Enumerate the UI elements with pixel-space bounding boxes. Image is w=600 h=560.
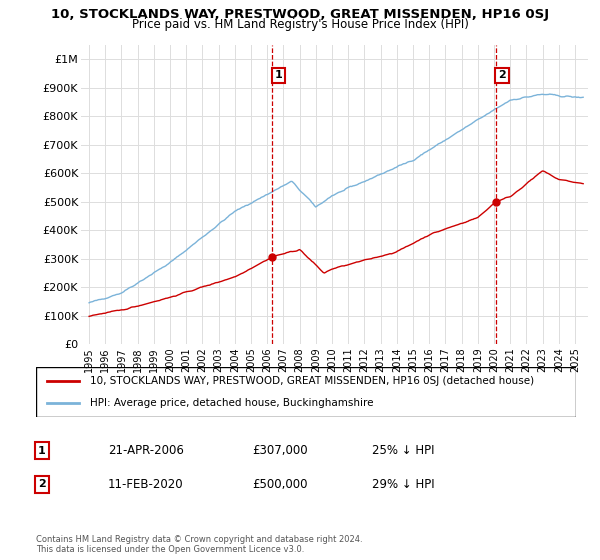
Text: Contains HM Land Registry data © Crown copyright and database right 2024.
This d: Contains HM Land Registry data © Crown c… (36, 535, 362, 554)
Text: £500,000: £500,000 (252, 478, 308, 491)
Text: 21-APR-2006: 21-APR-2006 (108, 444, 184, 458)
Text: HPI: Average price, detached house, Buckinghamshire: HPI: Average price, detached house, Buck… (90, 398, 373, 408)
Text: 10, STOCKLANDS WAY, PRESTWOOD, GREAT MISSENDEN, HP16 0SJ (detached house): 10, STOCKLANDS WAY, PRESTWOOD, GREAT MIS… (90, 376, 534, 386)
Text: 11-FEB-2020: 11-FEB-2020 (108, 478, 184, 491)
Text: Price paid vs. HM Land Registry's House Price Index (HPI): Price paid vs. HM Land Registry's House … (131, 18, 469, 31)
Text: 1: 1 (38, 446, 46, 456)
Text: 2: 2 (498, 71, 506, 81)
Text: 10, STOCKLANDS WAY, PRESTWOOD, GREAT MISSENDEN, HP16 0SJ: 10, STOCKLANDS WAY, PRESTWOOD, GREAT MIS… (51, 8, 549, 21)
Text: 25% ↓ HPI: 25% ↓ HPI (372, 444, 434, 458)
Text: 2: 2 (38, 479, 46, 489)
Text: 1: 1 (275, 71, 283, 81)
Text: £307,000: £307,000 (252, 444, 308, 458)
Text: 29% ↓ HPI: 29% ↓ HPI (372, 478, 434, 491)
